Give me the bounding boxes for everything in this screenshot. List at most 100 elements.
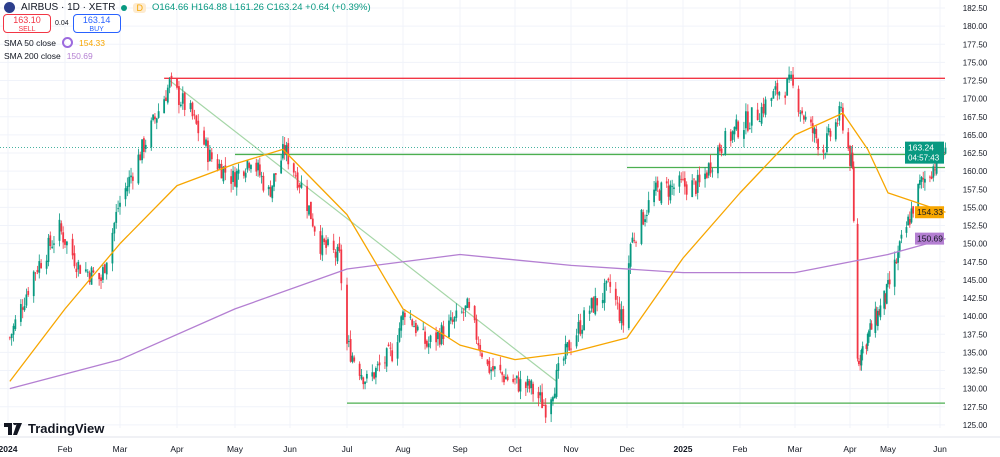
candle-body bbox=[267, 186, 270, 190]
candle-body bbox=[195, 115, 198, 124]
candle-body bbox=[165, 97, 167, 101]
candle-body bbox=[566, 342, 569, 348]
candle-body bbox=[817, 139, 819, 150]
candle-body bbox=[250, 165, 252, 170]
candle-body bbox=[477, 343, 480, 346]
x-tick-label: Dec bbox=[619, 444, 635, 454]
symbol-title[interactable]: AIRBUS · 1D · XETR bbox=[21, 2, 116, 13]
candle-body bbox=[257, 162, 259, 171]
candle-body bbox=[724, 131, 727, 155]
y-tick-label: 135.00 bbox=[963, 348, 988, 357]
candle-body bbox=[440, 324, 443, 345]
sma50-axis-label-value: 154.33 bbox=[917, 207, 943, 217]
candle-body bbox=[362, 377, 365, 385]
candle-body bbox=[758, 121, 761, 123]
candle-body bbox=[622, 309, 625, 326]
candle-body bbox=[887, 280, 889, 285]
candle-body bbox=[280, 160, 283, 174]
candle-body bbox=[840, 107, 843, 109]
candle-body bbox=[71, 238, 74, 256]
candle-body bbox=[824, 153, 827, 155]
countdown: 04:57:43 bbox=[908, 154, 940, 163]
candle-body bbox=[34, 272, 37, 274]
indicator-sma200[interactable]: SMA 200 close 150.69 bbox=[4, 51, 93, 61]
candle-body bbox=[117, 208, 120, 210]
candle-body bbox=[813, 128, 816, 135]
candles bbox=[8, 66, 947, 424]
candle-body bbox=[60, 223, 63, 232]
candle-body bbox=[414, 322, 417, 333]
sma200-line bbox=[9, 237, 946, 390]
candle-body bbox=[642, 212, 645, 225]
candle-body bbox=[466, 298, 469, 308]
candle-body bbox=[358, 363, 361, 376]
candle-body bbox=[778, 92, 781, 96]
candle-body bbox=[220, 163, 223, 179]
candle-body bbox=[242, 171, 245, 176]
y-tick-label: 140.00 bbox=[963, 312, 988, 321]
candle-body bbox=[620, 309, 623, 324]
x-tick-label: Jun bbox=[283, 444, 297, 454]
candle-body bbox=[455, 310, 458, 318]
candle-body bbox=[51, 246, 54, 248]
candle-body bbox=[77, 261, 80, 270]
candle-body bbox=[237, 169, 240, 174]
candle-body bbox=[332, 240, 335, 250]
candle-body bbox=[720, 148, 723, 153]
candle-body bbox=[460, 311, 463, 313]
candle-body bbox=[704, 173, 706, 180]
candle-body bbox=[353, 357, 356, 362]
sell-button[interactable]: 163.10 SELL bbox=[3, 14, 51, 33]
y-tick-label: 157.50 bbox=[963, 185, 988, 194]
candle-body bbox=[660, 182, 663, 204]
candle-body bbox=[570, 348, 572, 350]
x-tick-label: Jun bbox=[933, 444, 947, 454]
candle-body bbox=[235, 171, 238, 188]
y-tick-label: 147.50 bbox=[963, 258, 988, 267]
x-tick-label: 2025 bbox=[674, 444, 693, 454]
candle-body bbox=[804, 116, 807, 120]
last-price-value: 163.24 bbox=[908, 143, 934, 153]
candle-body bbox=[375, 368, 377, 378]
candle-body bbox=[920, 177, 923, 182]
candle-body bbox=[748, 128, 751, 130]
candle-body bbox=[797, 88, 800, 113]
candle-body bbox=[811, 123, 814, 134]
candle-body bbox=[756, 109, 759, 121]
candle-body bbox=[360, 374, 363, 379]
candle-body bbox=[157, 111, 160, 118]
candle-body bbox=[62, 232, 65, 243]
x-tick-label: Oct bbox=[508, 444, 522, 454]
candle-body bbox=[119, 202, 121, 207]
candle-body bbox=[836, 123, 839, 124]
candle-body bbox=[364, 381, 366, 385]
candle-body bbox=[488, 360, 491, 373]
candle-body bbox=[53, 243, 55, 245]
candle-body bbox=[691, 180, 694, 198]
x-tick-label: Aug bbox=[395, 444, 410, 454]
candle-body bbox=[575, 335, 578, 347]
candle-body bbox=[673, 187, 675, 189]
y-tick-label: 152.50 bbox=[963, 222, 988, 231]
candle-body bbox=[19, 304, 22, 322]
candle-body bbox=[111, 232, 114, 264]
candle-body bbox=[260, 175, 263, 177]
buy-button[interactable]: 163.14 BUY bbox=[72, 14, 121, 33]
candle-body bbox=[609, 281, 612, 287]
x-tick-label: Sep bbox=[452, 444, 467, 454]
candle-body bbox=[667, 185, 670, 197]
tradingview-logo[interactable]: TradingView bbox=[4, 421, 104, 436]
candle-body bbox=[334, 251, 337, 258]
candle-body bbox=[856, 223, 859, 359]
candle-body bbox=[321, 235, 324, 256]
candle-body bbox=[282, 144, 284, 159]
x-tick-label: Apr bbox=[843, 444, 856, 454]
candle-body bbox=[722, 154, 725, 156]
y-tick-label: 160.00 bbox=[963, 167, 988, 176]
trend-line[interactable] bbox=[169, 80, 557, 382]
indicator-sma50[interactable]: SMA 50 close 154.33 bbox=[4, 37, 105, 48]
candle-body bbox=[313, 226, 316, 232]
y-tick-label: 150.00 bbox=[963, 240, 988, 249]
candle-body bbox=[349, 339, 352, 362]
